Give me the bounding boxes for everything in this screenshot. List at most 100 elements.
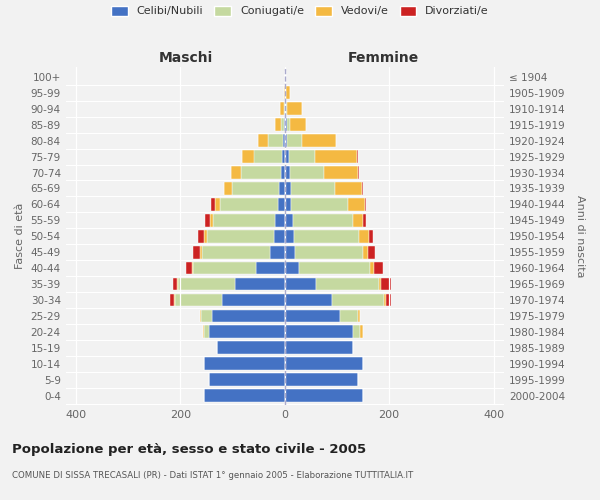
- Bar: [284, 118, 285, 131]
- Bar: [280, 102, 284, 115]
- Bar: [368, 246, 374, 258]
- Bar: [212, 310, 285, 322]
- Bar: [285, 294, 332, 306]
- Bar: [285, 326, 353, 338]
- Bar: [256, 262, 285, 274]
- Bar: [374, 262, 383, 274]
- Bar: [204, 358, 285, 370]
- Bar: [232, 182, 278, 195]
- Bar: [213, 214, 275, 226]
- Bar: [197, 230, 204, 242]
- Bar: [241, 166, 281, 179]
- Bar: [285, 374, 358, 386]
- Bar: [285, 102, 286, 115]
- Bar: [200, 310, 202, 322]
- Bar: [175, 294, 222, 306]
- Bar: [220, 198, 278, 211]
- Bar: [242, 150, 254, 163]
- Bar: [353, 326, 361, 338]
- Bar: [275, 214, 285, 226]
- Bar: [282, 150, 285, 163]
- Bar: [285, 278, 316, 290]
- Bar: [335, 182, 362, 195]
- Bar: [285, 150, 289, 163]
- Bar: [286, 102, 287, 115]
- Bar: [285, 198, 291, 211]
- Bar: [258, 134, 268, 147]
- Bar: [353, 214, 363, 226]
- Bar: [285, 342, 353, 354]
- Bar: [357, 150, 358, 163]
- Bar: [363, 246, 368, 258]
- Bar: [285, 70, 286, 84]
- Bar: [231, 166, 241, 179]
- Bar: [204, 389, 285, 402]
- Bar: [209, 326, 285, 338]
- Bar: [173, 278, 177, 290]
- Bar: [358, 166, 359, 179]
- Bar: [278, 182, 285, 195]
- Bar: [315, 150, 357, 163]
- Bar: [274, 230, 285, 242]
- Bar: [178, 278, 235, 290]
- Bar: [359, 230, 369, 242]
- Bar: [291, 182, 335, 195]
- Bar: [358, 310, 360, 322]
- Bar: [365, 198, 366, 211]
- Text: Maschi: Maschi: [159, 51, 214, 65]
- Bar: [200, 246, 202, 258]
- Text: Popolazione per età, sesso e stato civile - 2005: Popolazione per età, sesso e stato civil…: [12, 442, 366, 456]
- Bar: [363, 214, 365, 226]
- Bar: [285, 134, 287, 147]
- Bar: [209, 374, 285, 386]
- Bar: [224, 182, 232, 195]
- Bar: [287, 134, 302, 147]
- Bar: [275, 118, 281, 131]
- Bar: [349, 198, 365, 211]
- Bar: [285, 230, 294, 242]
- Bar: [286, 86, 290, 99]
- Bar: [369, 230, 373, 242]
- Bar: [287, 118, 290, 131]
- Y-axis label: Fasce di età: Fasce di età: [15, 203, 25, 270]
- Bar: [285, 358, 363, 370]
- Bar: [291, 198, 349, 211]
- Bar: [192, 262, 193, 274]
- Bar: [278, 198, 285, 211]
- Bar: [285, 166, 290, 179]
- Bar: [285, 310, 340, 322]
- Bar: [206, 230, 274, 242]
- Bar: [202, 310, 212, 322]
- Bar: [283, 134, 285, 147]
- Bar: [268, 134, 283, 147]
- Bar: [384, 294, 386, 306]
- Bar: [203, 326, 204, 338]
- Bar: [281, 166, 285, 179]
- Bar: [285, 262, 299, 274]
- Bar: [285, 118, 287, 131]
- Bar: [287, 102, 302, 115]
- Bar: [361, 326, 362, 338]
- Bar: [174, 294, 175, 306]
- Bar: [316, 278, 379, 290]
- Bar: [299, 262, 370, 274]
- Bar: [222, 294, 285, 306]
- Text: Femmine: Femmine: [348, 51, 419, 65]
- Bar: [293, 214, 353, 226]
- Bar: [285, 389, 363, 402]
- Bar: [285, 214, 293, 226]
- Bar: [386, 294, 391, 306]
- Bar: [332, 294, 384, 306]
- Bar: [235, 278, 285, 290]
- Bar: [295, 246, 363, 258]
- Bar: [284, 86, 285, 99]
- Bar: [210, 214, 213, 226]
- Bar: [302, 134, 336, 147]
- Bar: [289, 150, 315, 163]
- Bar: [294, 230, 359, 242]
- Bar: [193, 262, 256, 274]
- Bar: [290, 118, 305, 131]
- Bar: [204, 230, 206, 242]
- Bar: [270, 246, 285, 258]
- Bar: [340, 310, 358, 322]
